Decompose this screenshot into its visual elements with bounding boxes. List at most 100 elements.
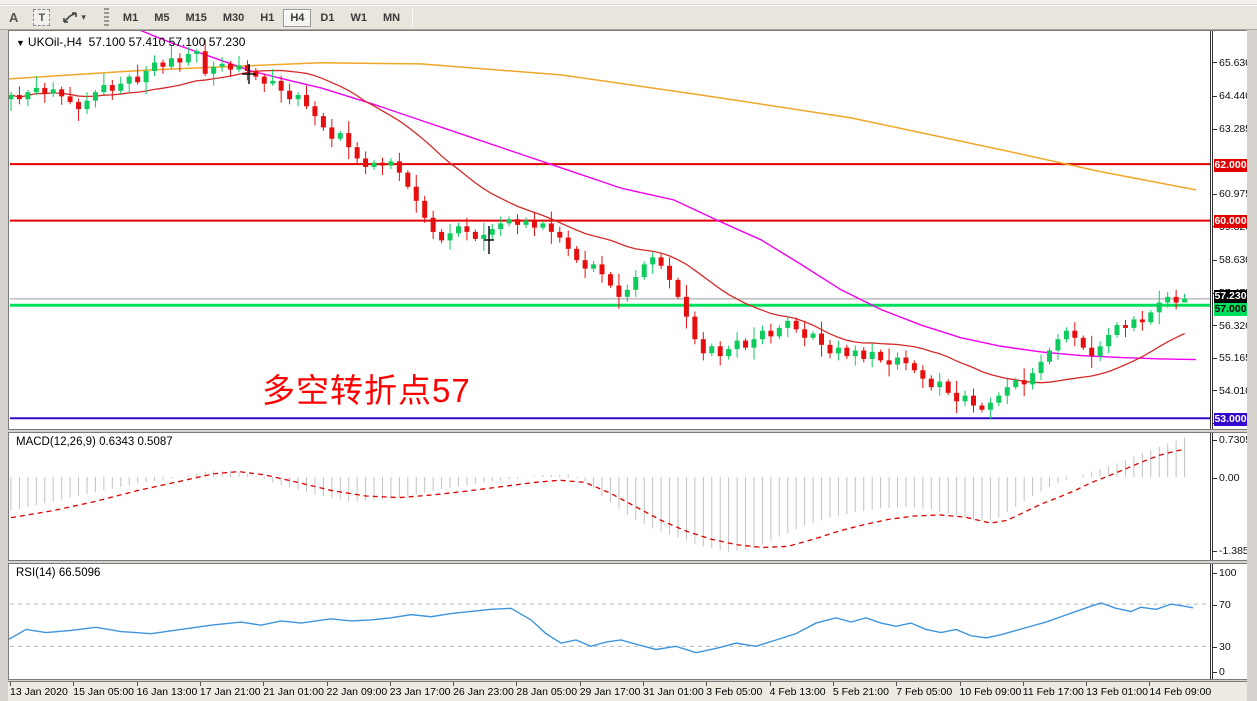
rsi-label: RSI(14) 66.5096 — [16, 567, 101, 579]
timeframe-w1[interactable]: W1 — [350, 11, 367, 24]
timeframe-group: M1 M5 M15 M30 H1 H4 D1 W1 MN — [115, 6, 408, 29]
chart-text-annotation[interactable]: 多空转折点57 — [262, 372, 471, 409]
drawing-objects-layer — [242, 64, 494, 254]
time-axis-label: 29 Jan 17:00 — [579, 686, 641, 698]
axis-tick-label: 0.00 — [1213, 472, 1247, 484]
ma-magenta-line — [140, 31, 1197, 361]
right-gutter — [1247, 30, 1257, 701]
timeframe-m30[interactable]: M30 — [222, 11, 245, 24]
window-top-strip — [0, 0, 1257, 5]
time-tick — [263, 682, 265, 686]
time-axis-label: 7 Feb 05:00 — [896, 686, 953, 698]
time-tick — [832, 682, 834, 686]
time-axis-label: 10 Feb 09:00 — [959, 686, 1022, 698]
price-level-badge: 53.000 — [1214, 412, 1247, 426]
timeframe-mn[interactable]: MN — [382, 11, 401, 24]
time-axis-label: 4 Feb 13:00 — [769, 686, 826, 698]
price-level-badge: 62.000 — [1214, 158, 1247, 172]
time-tick — [706, 682, 708, 686]
time-axis-label: 17 Jan 21:00 — [199, 686, 261, 698]
triangle-down-icon: ▼ — [16, 38, 25, 48]
time-tick — [389, 682, 391, 686]
diagonal-arrows-icon — [62, 11, 78, 24]
rsi-levels-layer — [10, 603, 1211, 647]
macd-label: MACD(12,26,9) 0.6343 0.5087 — [16, 436, 173, 448]
time-axis-label: 3 Feb 05:00 — [706, 686, 763, 698]
timeframe-m15[interactable]: M15 — [185, 11, 207, 24]
axis-tick-label: 64.440 — [1213, 90, 1251, 102]
macd-histogram-layer — [10, 437, 1186, 553]
axis-tick-label: 70 — [1213, 599, 1247, 611]
timeframe-m1[interactable]: M1 — [122, 11, 139, 24]
macd-signal-line — [10, 448, 1185, 549]
rsi-line — [9, 602, 1194, 654]
macd-indicator-pane: 0.7305 0.00 -1.3854 MACD(12,26,9) 0.6343 0… — [8, 432, 1255, 561]
time-axis-label: 31 Jan 01:00 — [643, 686, 704, 698]
price-level-badge: 57.230 — [1214, 290, 1247, 304]
timeframe-m5[interactable]: M5 — [154, 11, 170, 24]
rsi-plot[interactable] — [9, 564, 1211, 679]
time-tick — [579, 682, 581, 686]
axis-tick-label: 0.7305 — [1213, 434, 1251, 446]
time-axis-label: 16 Jan 13:00 — [136, 686, 198, 698]
ma-orange-line — [9, 62, 1197, 191]
price-axis[interactable]: 65.63064.44063.28560.97559.82058.63057.4… — [1212, 31, 1251, 429]
axis-tick-label: 63.285 — [1213, 123, 1251, 135]
axis-tick-label: 55.165 — [1213, 352, 1251, 364]
timeframe-h1[interactable]: H1 — [260, 11, 275, 24]
time-tick — [453, 682, 455, 686]
macd-plot[interactable] — [9, 433, 1211, 560]
time-axis-label: 11 Feb 17:00 — [1022, 686, 1084, 698]
time-axis-label: 23 Jan 17:00 — [389, 686, 451, 698]
time-tick — [199, 682, 201, 686]
time-tick — [1022, 682, 1024, 686]
chevron-down-icon: ▾ — [81, 12, 86, 22]
candles-layer — [9, 39, 1188, 420]
macd-axis[interactable]: 0.7305 0.00 -1.3854 — [1212, 433, 1255, 560]
time-tick — [896, 682, 898, 686]
arrow-tool-button[interactable]: A — [9, 10, 19, 25]
time-tick — [769, 682, 771, 686]
time-axis-label: 22 Jan 09:00 — [326, 686, 388, 698]
timeframe-h4[interactable]: H4 — [283, 8, 312, 27]
axis-tick-label: 56.320 — [1213, 320, 1251, 332]
ma-red-line — [10, 69, 1185, 384]
axis-tick-label: 60.975 — [1213, 188, 1251, 200]
time-tick — [516, 682, 518, 686]
time-axis[interactable]: 13 Jan 2020 15 Jan 05:00 16 Jan 13:00 17 Ja… — [8, 681, 1247, 701]
timeframe-d1[interactable]: D1 — [320, 11, 335, 24]
price-level-badge: 60.000 — [1214, 215, 1247, 229]
time-axis-label: 13 Jan 2020 — [10, 686, 68, 698]
time-tick — [643, 682, 644, 686]
rsi-axis[interactable]: 100 70 30 0 — [1212, 564, 1247, 679]
symbol-label: UKOil-,H4 — [27, 35, 82, 49]
ma-layer — [9, 31, 1197, 384]
cursor-tool-button[interactable]: ▾ — [62, 11, 86, 24]
time-axis-label: 26 Jan 23:00 — [453, 686, 514, 698]
time-axis-label: 28 Jan 05:00 — [516, 686, 578, 698]
axis-tick-label: 58.630 — [1213, 254, 1251, 266]
ohlc-quote-label: 57.100 57.410 57.100 57.230 — [88, 35, 246, 49]
time-tick — [1086, 682, 1088, 686]
hlines-layer — [10, 163, 1211, 420]
time-axis-label: 15 Jan 05:00 — [73, 686, 135, 698]
text-tool-button[interactable]: T — [33, 9, 51, 26]
time-axis-label: 14 Feb 09:00 — [1149, 686, 1212, 698]
time-tick — [959, 682, 961, 686]
symbol-selector[interactable]: ▼ UKOil-,H4 57.100 57.410 57.100 57.230 — [16, 35, 245, 49]
price-plot[interactable] — [9, 31, 1211, 429]
axis-tick-label: 54.010 — [1213, 385, 1251, 397]
axis-tick-label: -1.3854 — [1213, 545, 1255, 557]
time-tick — [326, 682, 328, 686]
toolbar: A T ▾ M1 M5 M15 M30 H1 H4 D1 W1 MN — [0, 5, 1257, 30]
price-level-badge: 57.000 — [1214, 303, 1247, 317]
time-axis-label: 13 Feb 01:00 — [1086, 686, 1148, 698]
toolbar-separator — [412, 8, 414, 27]
time-axis-label: 5 Feb 21:00 — [832, 686, 889, 698]
time-tick — [1149, 682, 1151, 686]
toolbar-drag-handle[interactable] — [103, 7, 109, 28]
time-tick — [73, 682, 75, 686]
time-tick — [136, 682, 138, 686]
time-axis-label: 21 Jan 01:00 — [263, 686, 324, 698]
